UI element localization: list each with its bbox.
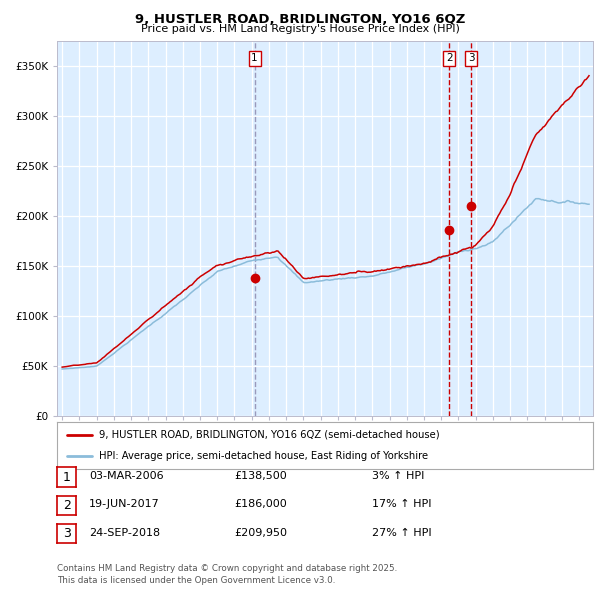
Text: HPI: Average price, semi-detached house, East Riding of Yorkshire: HPI: Average price, semi-detached house,… <box>99 451 428 461</box>
Text: 17% ↑ HPI: 17% ↑ HPI <box>372 500 431 509</box>
Text: £209,950: £209,950 <box>234 528 287 537</box>
Text: 2: 2 <box>446 53 452 63</box>
Text: 24-SEP-2018: 24-SEP-2018 <box>89 528 160 537</box>
Text: 27% ↑ HPI: 27% ↑ HPI <box>372 528 431 537</box>
Text: 3: 3 <box>62 527 71 540</box>
Text: Price paid vs. HM Land Registry's House Price Index (HPI): Price paid vs. HM Land Registry's House … <box>140 24 460 34</box>
Text: 9, HUSTLER ROAD, BRIDLINGTON, YO16 6QZ (semi-detached house): 9, HUSTLER ROAD, BRIDLINGTON, YO16 6QZ (… <box>99 430 439 440</box>
Text: 03-MAR-2006: 03-MAR-2006 <box>89 471 163 481</box>
Text: £138,500: £138,500 <box>234 471 287 481</box>
Text: 1: 1 <box>251 53 258 63</box>
Text: 3: 3 <box>467 53 475 63</box>
Text: £186,000: £186,000 <box>234 500 287 509</box>
Text: 9, HUSTLER ROAD, BRIDLINGTON, YO16 6QZ: 9, HUSTLER ROAD, BRIDLINGTON, YO16 6QZ <box>135 13 465 26</box>
Text: 19-JUN-2017: 19-JUN-2017 <box>89 500 160 509</box>
Text: 1: 1 <box>62 470 71 484</box>
Text: 3% ↑ HPI: 3% ↑ HPI <box>372 471 424 481</box>
Text: Contains HM Land Registry data © Crown copyright and database right 2025.
This d: Contains HM Land Registry data © Crown c… <box>57 564 397 585</box>
Text: 2: 2 <box>62 499 71 512</box>
